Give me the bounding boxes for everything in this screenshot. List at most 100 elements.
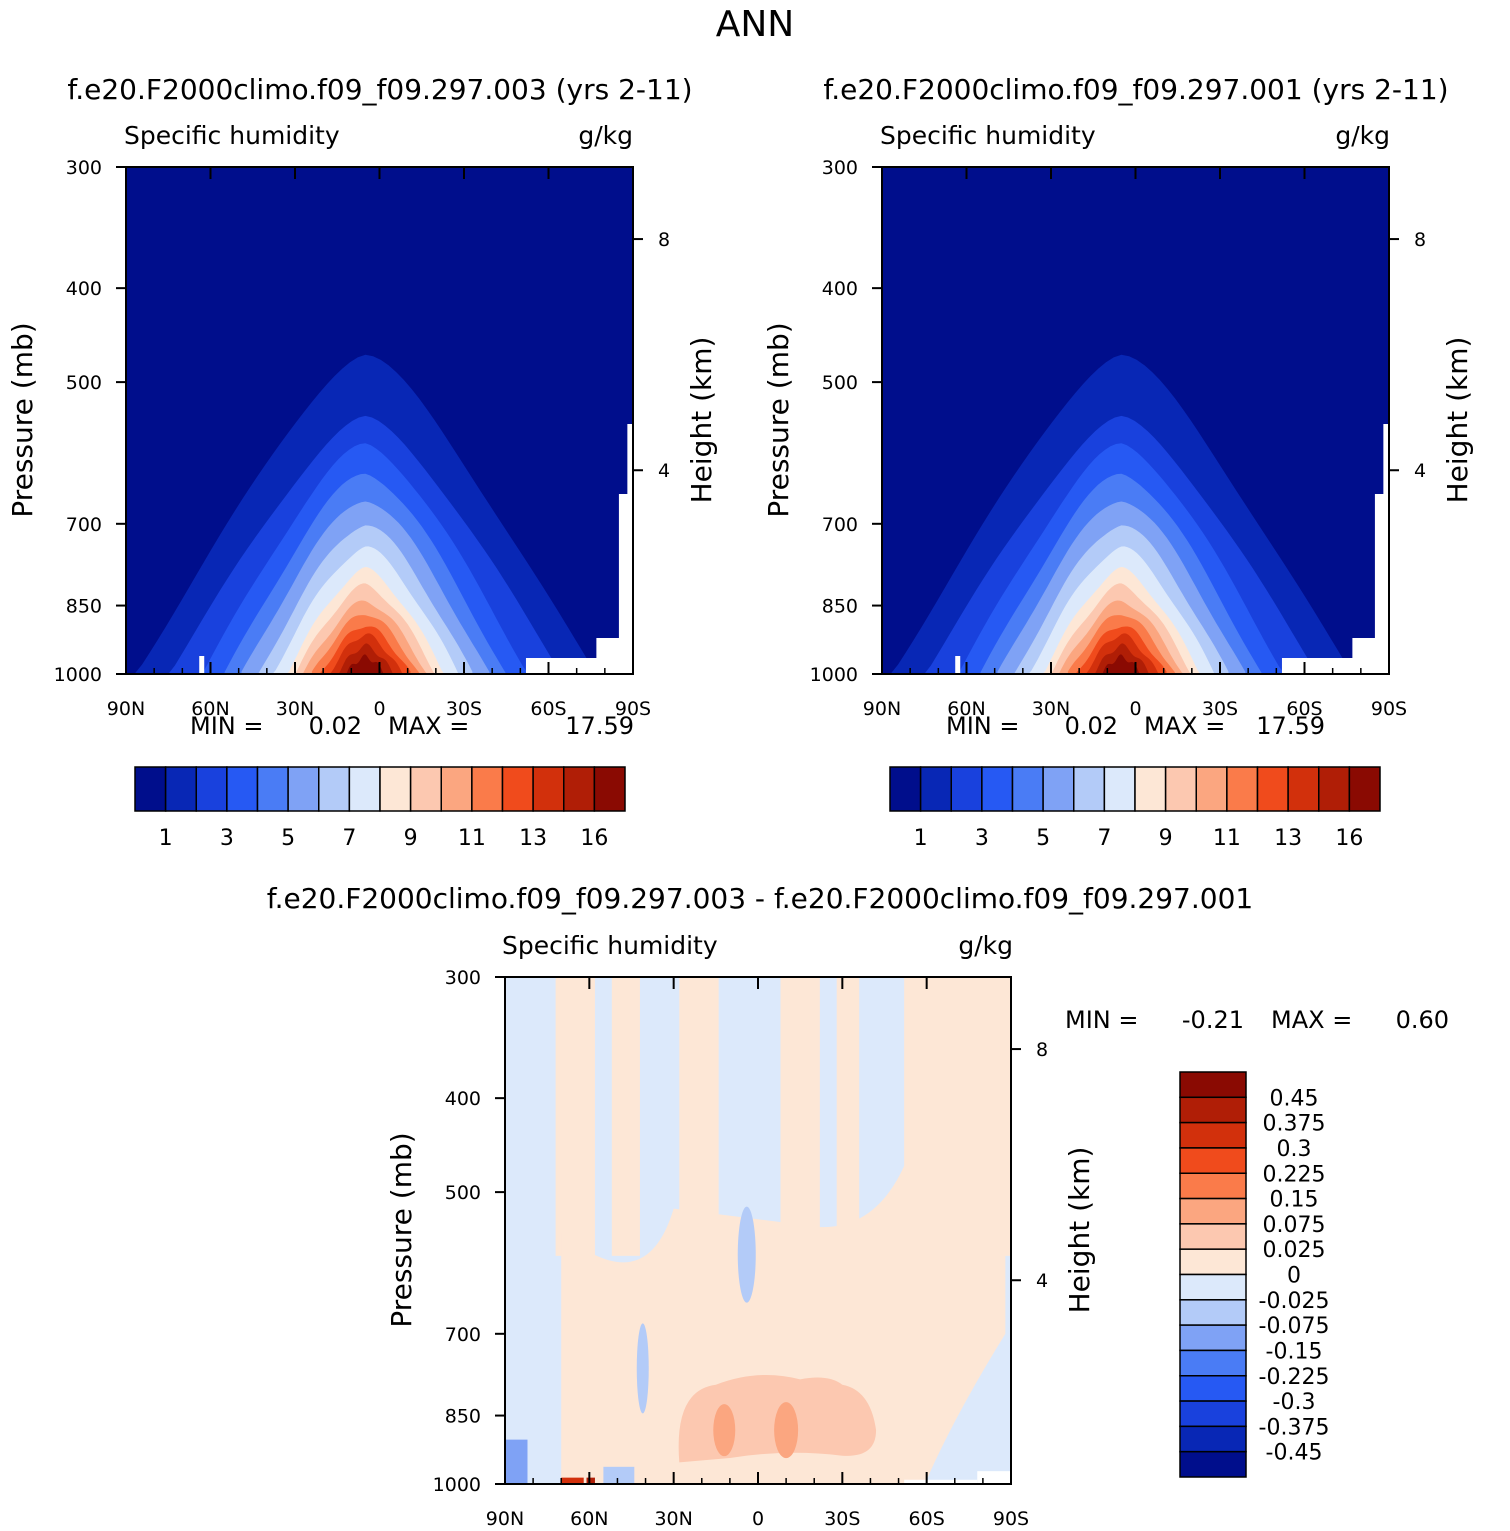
x-tick-label: 30S bbox=[824, 1508, 860, 1530]
y-tick-label: 300 bbox=[66, 157, 102, 179]
y-tick-label: 700 bbox=[822, 514, 858, 536]
diff-strip-3 bbox=[780, 977, 820, 1256]
diff-negative-3 bbox=[505, 1439, 528, 1484]
y-tick-label: 400 bbox=[445, 1088, 481, 1110]
right-colorbar: 1 3 5 7 9 11 13 16 bbox=[889, 766, 1381, 851]
left-units: g/kg bbox=[578, 121, 633, 150]
right-min-label: MIN = bbox=[946, 712, 1019, 740]
colorbar-label: 13 bbox=[1274, 826, 1302, 851]
colorbar-box-13 bbox=[1287, 766, 1320, 812]
right-min-value: 0.02 bbox=[1065, 712, 1118, 740]
colorbar-box-3 bbox=[1179, 1147, 1247, 1174]
colorbar-box-10 bbox=[1195, 766, 1228, 812]
x-tick-label: 90N bbox=[486, 1508, 524, 1530]
x-tick-label: 90S bbox=[1371, 698, 1407, 720]
diff-panel: Specific humidity g/kg MIN = -0.21 MAX =… bbox=[385, 931, 1449, 1530]
y-tick-label: 400 bbox=[822, 278, 858, 300]
colorbar-box-11 bbox=[1179, 1349, 1247, 1377]
left-max-value: 17.59 bbox=[565, 712, 634, 740]
diff-strip-0 bbox=[555, 977, 595, 1256]
colorbar-box-8 bbox=[1134, 766, 1167, 812]
left-case-title: f.e20.F2000climo.f09_f09.297.003 (yrs 2-… bbox=[67, 73, 692, 106]
colorbar-label: 3 bbox=[975, 826, 989, 851]
x-tick-label: 90S bbox=[993, 1508, 1029, 1530]
colorbar-label: 13 bbox=[519, 826, 547, 851]
colorbar-box-8 bbox=[1179, 1273, 1247, 1301]
missing-data-region bbox=[525, 424, 633, 674]
diff-strip-4 bbox=[836, 977, 860, 1256]
colorbar-box-5 bbox=[1042, 766, 1075, 812]
diff-hotspot-1 bbox=[561, 1477, 584, 1484]
x-tick-label: 90N bbox=[107, 698, 145, 720]
colorbar-label: 5 bbox=[1036, 826, 1050, 851]
y-tick-label: 400 bbox=[66, 278, 102, 300]
x-tick-label: 60S bbox=[1286, 698, 1322, 720]
colorbar-box-4 bbox=[256, 766, 289, 812]
colorbar-box-13 bbox=[532, 766, 565, 812]
colorbar-label: 0.3 bbox=[1277, 1137, 1312, 1162]
colorbar-box-4 bbox=[1011, 766, 1044, 812]
colorbar-box-7 bbox=[1103, 766, 1136, 812]
diff-negative-4 bbox=[603, 1466, 635, 1484]
right-max-value: 17.59 bbox=[1256, 712, 1325, 740]
colorbar-box-15 bbox=[593, 766, 626, 812]
colorbar-label: 7 bbox=[342, 826, 356, 851]
left-colorbar: 1 3 5 7 9 11 13 16 bbox=[134, 766, 626, 851]
colorbar-box-15 bbox=[1179, 1450, 1247, 1478]
left-min-value: 0.02 bbox=[309, 712, 362, 740]
colorbar-label: 0.025 bbox=[1263, 1238, 1326, 1263]
colorbar-box-1 bbox=[164, 766, 197, 812]
diff-min-label: MIN = bbox=[1065, 1006, 1138, 1034]
colorbar-box-14 bbox=[1179, 1425, 1247, 1453]
x-tick-label: 30N bbox=[1032, 698, 1070, 720]
colorbar-box-3 bbox=[226, 766, 259, 812]
colorbar-box-12 bbox=[1179, 1375, 1247, 1402]
colorbar-box-6 bbox=[1179, 1223, 1247, 1250]
diff-ylabel: Pressure (mb) bbox=[385, 1132, 418, 1327]
colorbar-label: -0.3 bbox=[1273, 1390, 1316, 1415]
colorbar-box-6 bbox=[1073, 766, 1106, 812]
colorbar-box-10 bbox=[440, 766, 473, 812]
right-panel: Specific humidity g/kg 17.59 MAX = 0.02 … bbox=[762, 121, 1474, 851]
colorbar-label: 7 bbox=[1097, 826, 1111, 851]
colorbar-label: 0.375 bbox=[1263, 1112, 1326, 1137]
y2-tick-label: 4 bbox=[1414, 460, 1426, 482]
y-tick-label: 850 bbox=[445, 1406, 481, 1428]
diff-colorbar: 0.450.3750.30.2250.150.0750.0250-0.025-0… bbox=[1179, 1071, 1329, 1478]
missing-data-strip bbox=[199, 656, 205, 674]
x-tick-label: 30N bbox=[276, 698, 314, 720]
right-max-label: MAX = bbox=[1144, 712, 1225, 740]
x-tick-label: 90S bbox=[615, 698, 651, 720]
colorbar-box-9 bbox=[1179, 1299, 1247, 1326]
colorbar-label: 5 bbox=[281, 826, 295, 851]
x-tick-label: 60S bbox=[530, 698, 566, 720]
colorbar-label: 0 bbox=[1287, 1264, 1301, 1289]
colorbar-label: 3 bbox=[220, 826, 234, 851]
diff-positive-band bbox=[561, 1166, 1006, 1484]
colorbar-box-11 bbox=[471, 766, 504, 812]
right-y2label: Height (km) bbox=[1441, 337, 1474, 504]
contour-band-15 bbox=[1101, 654, 1142, 674]
x-tick-label: 60N bbox=[947, 698, 985, 720]
colorbar-box-7 bbox=[1179, 1248, 1247, 1276]
x-tick-label: 0 bbox=[373, 698, 385, 720]
colorbar-box-15 bbox=[1348, 766, 1381, 812]
x-tick-label: 30S bbox=[1202, 698, 1238, 720]
colorbar-box-12 bbox=[501, 766, 534, 812]
colorbar-label: -0.45 bbox=[1266, 1441, 1323, 1466]
colorbar-box-14 bbox=[1318, 766, 1351, 812]
colorbar-label: 0.225 bbox=[1263, 1162, 1326, 1187]
contour-band-15 bbox=[345, 654, 386, 674]
diff-y2label: Height (km) bbox=[1063, 1147, 1096, 1314]
diff-negative-1 bbox=[636, 1323, 649, 1414]
colorbar-label: 16 bbox=[1335, 826, 1363, 851]
left-var-title: Specific humidity bbox=[124, 121, 340, 150]
left-max-label: MAX = bbox=[388, 712, 469, 740]
right-axes: 90N 60N 30N 0 30S 60S 90S 300 400 500 700 850 1000 8 4 bbox=[810, 157, 1426, 720]
x-tick-label: 90N bbox=[863, 698, 901, 720]
colorbar-label: 0.45 bbox=[1270, 1086, 1319, 1111]
diff-units: g/kg bbox=[958, 931, 1013, 960]
colorbar-label: 9 bbox=[404, 826, 418, 851]
y-tick-label: 1000 bbox=[810, 664, 858, 686]
y-tick-label: 1000 bbox=[54, 664, 102, 686]
